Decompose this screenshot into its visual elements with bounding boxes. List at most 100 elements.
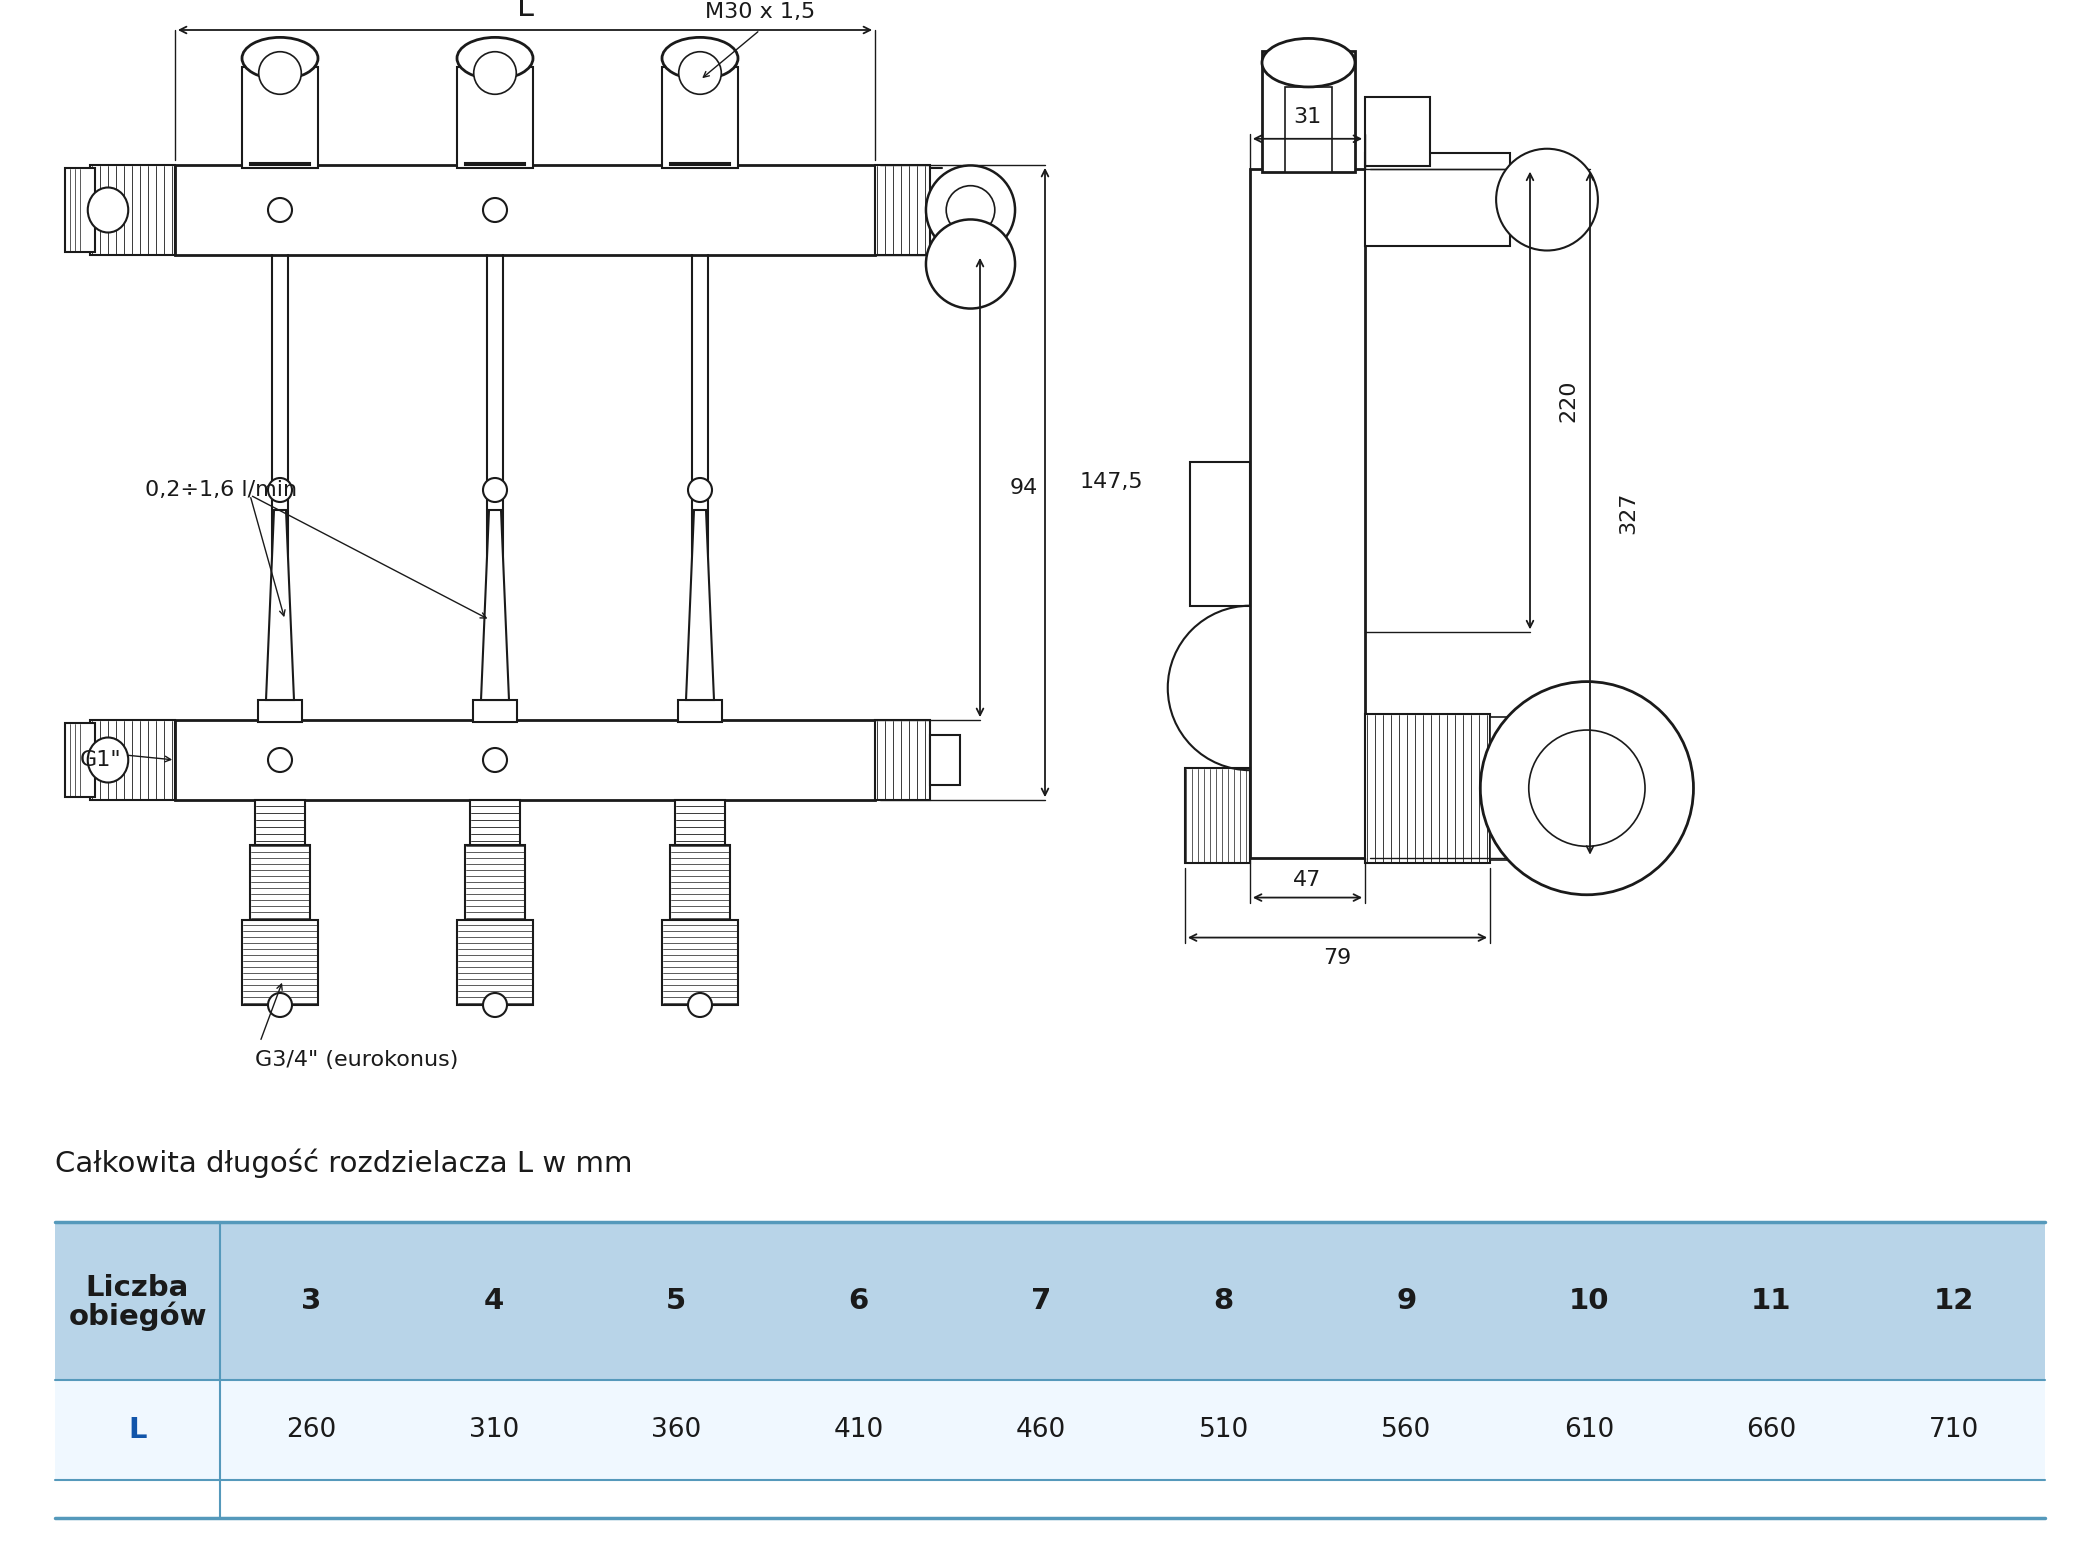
Text: 260: 260 [286, 1417, 336, 1443]
Text: obiegów: obiegów [67, 1302, 206, 1331]
Text: 560: 560 [1382, 1417, 1432, 1443]
Text: 360: 360 [651, 1417, 701, 1443]
Bar [55, 1221, 2045, 1380]
Circle shape [269, 198, 292, 222]
Text: 327: 327 [1617, 491, 1638, 535]
Text: 147,5: 147,5 [1079, 473, 1145, 493]
Polygon shape [481, 510, 508, 701]
Text: 660: 660 [1745, 1417, 1796, 1443]
Circle shape [269, 477, 292, 502]
Text: 510: 510 [1199, 1417, 1250, 1443]
Bar [670, 163, 731, 164]
Bar [1262, 51, 1354, 172]
Text: 5: 5 [666, 1286, 687, 1314]
Text: 610: 610 [1564, 1417, 1615, 1443]
Circle shape [689, 994, 712, 1017]
Bar [1491, 716, 1539, 860]
Bar [90, 721, 174, 800]
Bar [662, 67, 737, 167]
Text: M30 x 1,5: M30 x 1,5 [706, 2, 815, 22]
Ellipse shape [1480, 682, 1693, 894]
Bar [242, 921, 317, 1004]
Bar [1365, 713, 1491, 863]
Bar [458, 67, 533, 167]
Text: 31: 31 [1294, 107, 1321, 127]
Bar [250, 845, 311, 921]
Circle shape [483, 749, 506, 772]
Text: L: L [517, 0, 533, 23]
Bar [470, 800, 521, 849]
Circle shape [269, 749, 292, 772]
Bar [1184, 769, 1250, 863]
Text: 7: 7 [1031, 1286, 1052, 1314]
Text: 0,2÷1,6 l/min: 0,2÷1,6 l/min [145, 480, 296, 501]
Text: 3: 3 [300, 1286, 321, 1314]
Ellipse shape [926, 166, 1014, 254]
Bar [1365, 96, 1430, 166]
Circle shape [947, 186, 995, 234]
Text: Liczba: Liczba [86, 1274, 189, 1302]
Text: 8: 8 [1214, 1286, 1235, 1314]
Bar [1285, 87, 1331, 172]
Bar [254, 800, 304, 849]
Bar [674, 800, 724, 849]
Text: 710: 710 [1928, 1417, 1978, 1443]
Circle shape [689, 477, 712, 502]
Bar [670, 845, 731, 921]
Text: 460: 460 [1016, 1417, 1067, 1443]
Text: 79: 79 [1323, 947, 1352, 967]
Bar [258, 701, 302, 722]
Text: L: L [128, 1417, 147, 1445]
Bar [472, 701, 517, 722]
Text: 94: 94 [1010, 477, 1037, 498]
Bar [464, 163, 525, 164]
Polygon shape [687, 510, 714, 701]
Text: 4: 4 [483, 1286, 504, 1314]
Ellipse shape [1262, 39, 1354, 87]
Text: 9: 9 [1396, 1286, 1415, 1314]
Text: 47: 47 [1294, 870, 1321, 890]
Ellipse shape [242, 37, 317, 79]
Text: Całkowita długość rozdzielacza L w mm: Całkowita długość rozdzielacza L w mm [55, 1149, 632, 1178]
Bar [174, 721, 876, 800]
Bar [65, 722, 94, 797]
Ellipse shape [458, 37, 533, 79]
Circle shape [258, 51, 300, 95]
Bar [678, 701, 722, 722]
Polygon shape [267, 510, 294, 701]
Circle shape [483, 477, 506, 502]
Bar [55, 1380, 2045, 1480]
Bar [1250, 169, 1365, 857]
Text: 410: 410 [834, 1417, 884, 1443]
Circle shape [678, 51, 720, 95]
Text: 10: 10 [1569, 1286, 1609, 1314]
Circle shape [1495, 149, 1598, 251]
Circle shape [483, 994, 506, 1017]
Bar [662, 921, 737, 1004]
Bar [250, 163, 311, 164]
Text: 6: 6 [848, 1286, 869, 1314]
Ellipse shape [88, 188, 128, 232]
Bar [65, 167, 94, 253]
Ellipse shape [926, 220, 1014, 308]
Bar [458, 921, 533, 1004]
Bar [174, 164, 876, 256]
Text: G1": G1" [80, 750, 122, 770]
Bar [876, 721, 930, 800]
Bar [930, 735, 960, 784]
Circle shape [483, 198, 506, 222]
Circle shape [269, 994, 292, 1017]
Bar [90, 164, 174, 256]
Text: 12: 12 [1934, 1286, 1974, 1314]
Circle shape [475, 51, 517, 95]
Ellipse shape [88, 738, 128, 783]
Bar [1365, 153, 1510, 246]
Text: 220: 220 [1558, 380, 1577, 422]
Circle shape [1529, 730, 1644, 846]
Bar [464, 845, 525, 921]
Text: 11: 11 [1751, 1286, 1791, 1314]
Text: 310: 310 [468, 1417, 519, 1443]
Bar [876, 164, 930, 256]
Text: G3/4" (eurokonus): G3/4" (eurokonus) [254, 1049, 458, 1070]
Bar [242, 67, 317, 167]
